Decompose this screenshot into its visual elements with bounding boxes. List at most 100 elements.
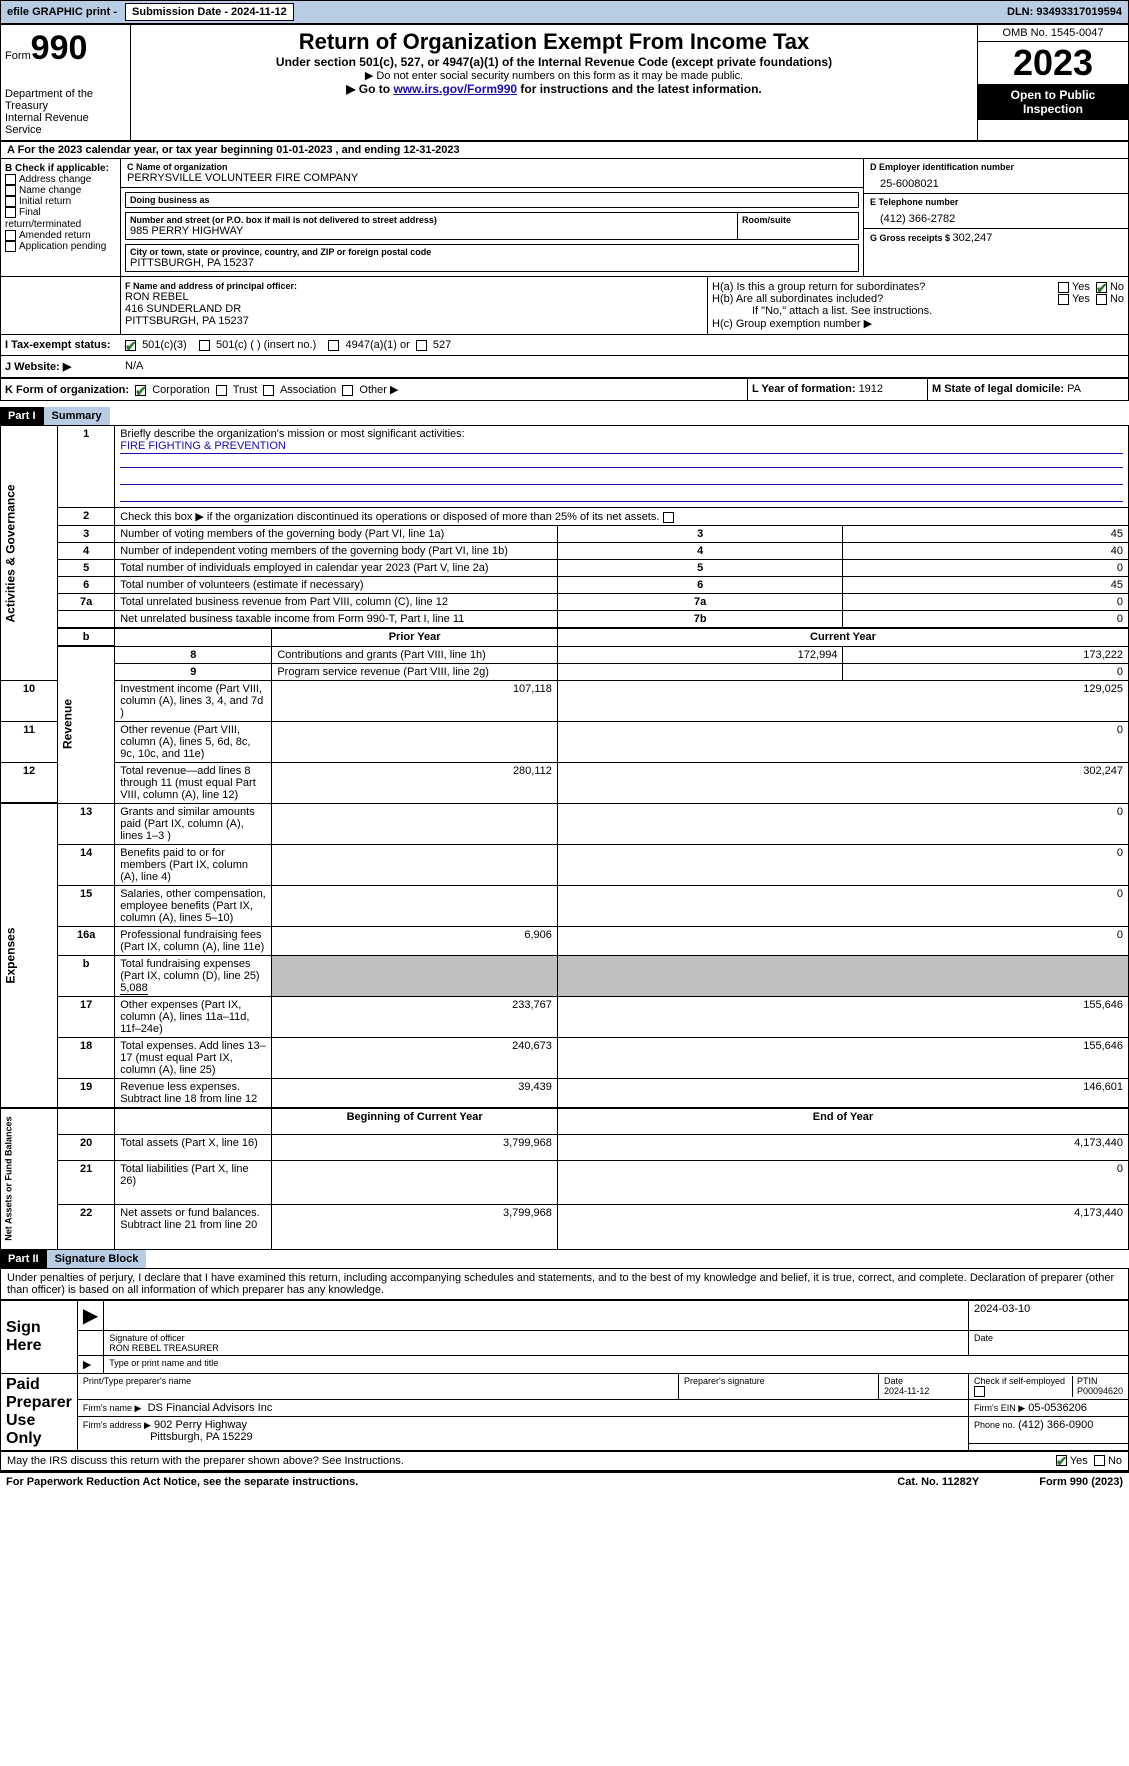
line21-end: 0: [557, 1160, 1128, 1204]
form-subtitle-2: ▶ Do not enter social security numbers o…: [135, 69, 973, 82]
vert-net: Net Assets or Fund Balances: [1, 1108, 58, 1250]
chk-final-return[interactable]: [5, 207, 16, 218]
firm-phone: (412) 366-0900: [1018, 1419, 1093, 1431]
omb-number: OMB No. 1545-0047: [978, 25, 1128, 42]
vert-gov: Activities & Governance: [1, 426, 58, 681]
box-b: B Check if applicable: Address change Na…: [1, 159, 121, 276]
line19-prior: 39,439: [272, 1078, 558, 1108]
line9-curr: 0: [843, 663, 1129, 680]
chk-amended[interactable]: [5, 230, 16, 241]
chk-name-change[interactable]: [5, 185, 16, 196]
year-formation: 1912: [859, 383, 883, 395]
chk-address-change[interactable]: [5, 174, 16, 185]
form-subtitle-3: ▶ Go to www.irs.gov/Form990 for instruct…: [135, 82, 973, 96]
org-city: PITTSBURGH, PA 15237: [130, 257, 854, 269]
irs-link[interactable]: www.irs.gov/Form990: [393, 82, 517, 96]
line16a-curr: 0: [557, 926, 1128, 955]
chk-discontinued[interactable]: [663, 512, 674, 523]
line3-val: 45: [843, 526, 1129, 543]
submission-date-button[interactable]: Submission Date - 2024-11-12: [125, 3, 294, 21]
line5-val: 0: [843, 560, 1129, 577]
chk-may-irs-yes[interactable]: [1056, 1455, 1067, 1466]
chk-other[interactable]: [342, 385, 353, 396]
gross-receipts: 302,247: [953, 232, 993, 244]
line17-prior: 233,767: [272, 996, 558, 1037]
box-c: C Name of organization PERRYSVILLE VOLUN…: [121, 159, 863, 276]
chk-may-irs-no[interactable]: [1094, 1455, 1105, 1466]
officer-name: RON REBEL: [125, 291, 703, 303]
chk-4947[interactable]: [328, 340, 339, 351]
line16a-prior: 6,906: [272, 926, 558, 955]
form-number: Form990: [5, 29, 126, 68]
signature-block: Sign Here ▶ 2024-03-10 Signature of offi…: [0, 1300, 1129, 1451]
box-deg: D Employer identification number 25-6008…: [863, 159, 1128, 276]
line22-begin: 3,799,968: [272, 1205, 558, 1249]
chk-corp[interactable]: [135, 385, 146, 396]
form-title: Return of Organization Exempt From Incom…: [135, 29, 973, 55]
line7a-val: 0: [843, 594, 1129, 611]
line16b-val: 5,088: [120, 982, 148, 995]
header-block-bcdeg: B Check if applicable: Address change Na…: [0, 159, 1129, 276]
box-f: F Name and address of principal officer:…: [121, 277, 708, 334]
part1-header: Part ISummary: [0, 407, 1129, 425]
block-i: I Tax-exempt status: 501(c)(3) 501(c) ( …: [0, 335, 1129, 356]
line10-curr: 129,025: [557, 680, 1128, 721]
org-address: 985 PERRY HIGHWAY: [130, 225, 733, 237]
vert-rev: Revenue: [58, 646, 115, 803]
topbar: efile GRAPHIC print - Submission Date - …: [0, 0, 1129, 24]
firm-addr1: 902 Perry Highway: [154, 1419, 247, 1431]
tax-year: 2023: [978, 42, 1128, 84]
chk-ha-no[interactable]: [1096, 282, 1107, 293]
efile-label: efile GRAPHIC print -: [1, 4, 123, 20]
chk-ha-yes[interactable]: [1058, 282, 1069, 293]
line8-curr: 173,222: [843, 646, 1129, 663]
line11-curr: 0: [557, 721, 1128, 762]
line15-curr: 0: [557, 885, 1128, 926]
block-j: J Website: ▶ N/A: [0, 356, 1129, 378]
chk-app-pending[interactable]: [5, 241, 16, 252]
line19-curr: 146,601: [557, 1078, 1128, 1108]
line12-prior: 280,112: [272, 762, 558, 803]
officer-sig-name: RON REBEL TREASURER: [109, 1343, 219, 1353]
telephone: (412) 366-2782: [870, 213, 1122, 225]
line17-curr: 155,646: [557, 996, 1128, 1037]
officer-addr2: PITTSBURGH, PA 15237: [125, 315, 703, 327]
chk-501c3[interactable]: [125, 340, 136, 351]
vert-exp: Expenses: [1, 803, 58, 1108]
ptin: P00094620: [1077, 1386, 1123, 1396]
line10-prior: 107,118: [272, 680, 558, 721]
dept-treasury: Department of the Treasury: [5, 88, 126, 112]
firm-ein: 05-0536206: [1028, 1402, 1087, 1414]
sign-here: Sign Here: [1, 1300, 78, 1373]
declaration: Under penalties of perjury, I declare th…: [0, 1268, 1129, 1300]
firm-addr2: Pittsburgh, PA 15229: [150, 1431, 253, 1443]
line20-begin: 3,799,968: [272, 1134, 558, 1160]
line13-curr: 0: [557, 803, 1128, 844]
chk-hb-no[interactable]: [1096, 294, 1107, 305]
line20-end: 4,173,440: [557, 1134, 1128, 1160]
line6-val: 45: [843, 577, 1129, 594]
line7b-val: 0: [843, 611, 1129, 629]
line4-val: 40: [843, 543, 1129, 560]
form-subtitle-1: Under section 501(c), 527, or 4947(a)(1)…: [135, 55, 973, 69]
cat-no: Cat. No. 11282Y: [897, 1476, 979, 1488]
block-fh: F Name and address of principal officer:…: [0, 276, 1129, 335]
chk-527[interactable]: [416, 340, 427, 351]
chk-self-employed[interactable]: [974, 1386, 985, 1397]
line12-curr: 302,247: [557, 762, 1128, 803]
chk-trust[interactable]: [216, 385, 227, 396]
ein: 25-6008021: [870, 178, 1122, 190]
part2-header: Part IISignature Block: [0, 1250, 1129, 1268]
dln-label: DLN: 93493317019594: [1001, 4, 1128, 20]
officer-addr1: 416 SUNDERLAND DR: [125, 303, 703, 315]
line18-curr: 155,646: [557, 1037, 1128, 1078]
irs-label: Internal Revenue Service: [5, 112, 126, 136]
chk-initial-return[interactable]: [5, 196, 16, 207]
chk-hb-yes[interactable]: [1058, 294, 1069, 305]
firm-name: DS Financial Advisors Inc: [148, 1402, 273, 1414]
website: N/A: [121, 356, 1128, 377]
line18-prior: 240,673: [272, 1037, 558, 1078]
chk-assoc[interactable]: [263, 385, 274, 396]
section-a-tax-year: A For the 2023 calendar year, or tax yea…: [0, 141, 1129, 159]
chk-501c[interactable]: [199, 340, 210, 351]
